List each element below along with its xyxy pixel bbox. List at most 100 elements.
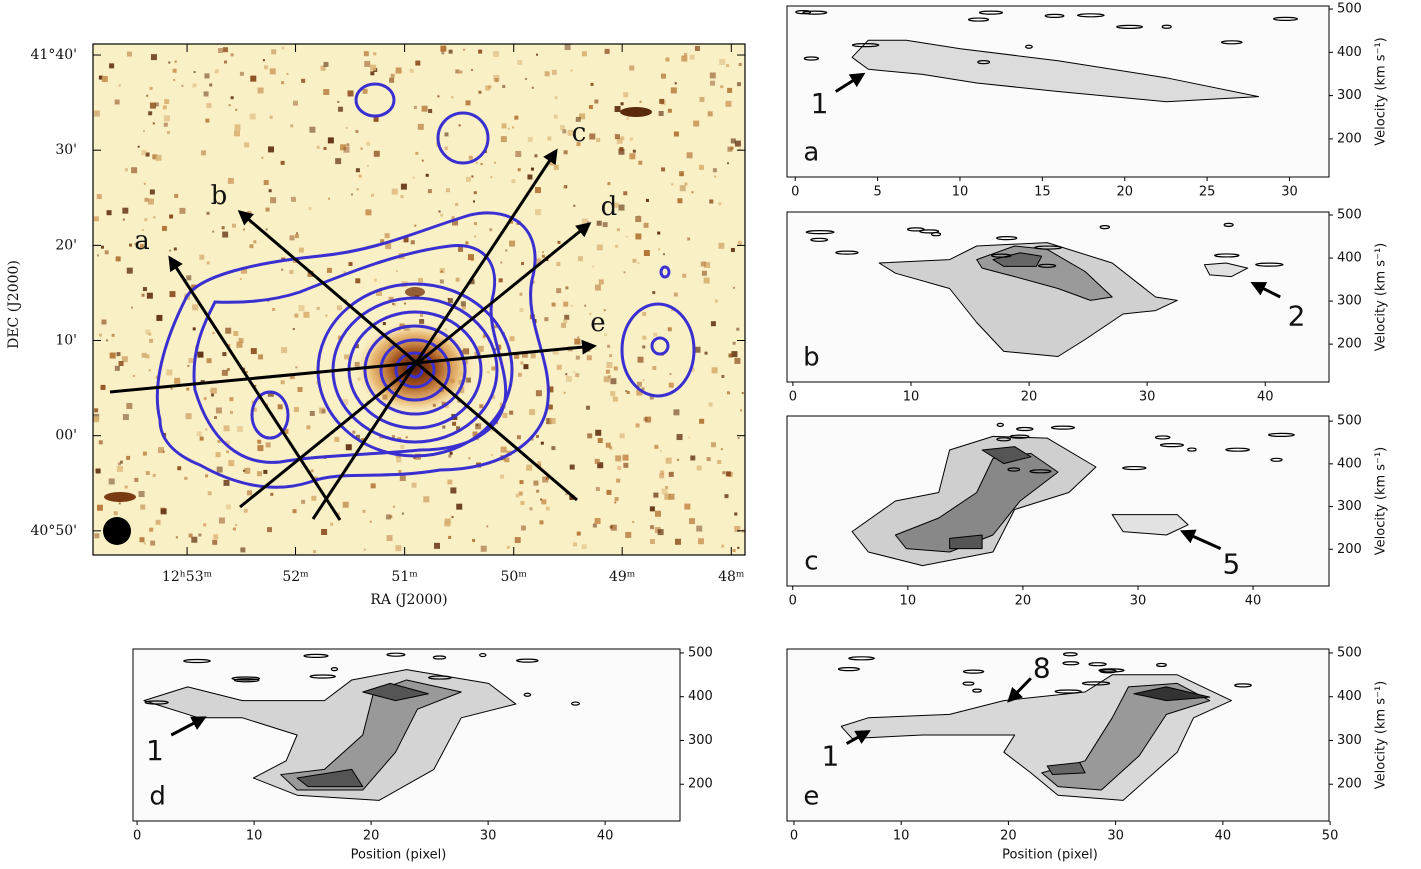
noise-pixel [734,525,741,532]
noise-pixel [268,189,272,193]
y-tick-label: 30' [55,142,77,158]
x-tick-label: 30 [1139,390,1156,405]
x-tick-label: 12ʰ53ᵐ [162,569,213,585]
noise-pixel [303,311,310,318]
noise-pixel [448,535,452,539]
noise-pixel [269,68,276,75]
x-axis-label: Position (pixel) [1002,848,1098,863]
noise-pixel [598,279,604,285]
noise-pixel [354,344,359,349]
x-tick-label: 30 [1281,185,1298,200]
noise-pixel [113,511,118,516]
noise-pixel [268,146,275,153]
noise-pixel [421,159,424,162]
x-tick-label: 49ᵐ [609,569,636,585]
noise-pixel [370,64,377,71]
noise-pixel [452,219,459,226]
noise-pixel [280,380,285,385]
noise-contour [802,10,828,15]
noise-pixel [344,354,350,360]
noise-pixel [635,233,642,240]
y-tick-label: 200 [1337,131,1362,146]
noise-pixel [696,465,702,471]
noise-pixel [355,168,360,173]
noise-pixel [721,544,725,548]
noise-pixel [239,71,244,76]
panel-label: d [149,781,166,811]
emission-contour [981,446,1032,465]
noise-pixel [355,278,361,284]
noise-contour [1122,465,1147,471]
y-tick-label: 20' [55,237,77,253]
noise-pixel [616,137,623,144]
noise-pixel [603,376,610,383]
noise-pixel [604,333,608,337]
noise-pixel [480,163,483,166]
noise-contour [183,658,211,664]
emission-contour [1046,762,1086,776]
noise-pixel [615,455,622,462]
noise-pixel [242,228,245,231]
y-tick-label: 00' [55,428,77,444]
noise-pixel [209,389,213,393]
noise-pixel [166,131,170,135]
noise-pixel [737,546,740,549]
noise-pixel [247,211,252,216]
noise-pixel [699,418,705,424]
noise-pixel [116,465,123,472]
contour [436,111,490,165]
noise-pixel [730,247,735,252]
noise-pixel [272,307,276,311]
noise-pixel [514,353,520,359]
noise-pixel [465,241,469,245]
noise-pixel [395,67,402,74]
emission-contour [280,679,462,791]
noise-contour [386,652,406,657]
emission-contour [296,768,364,788]
noise-contour [1037,263,1057,268]
noise-pixel [289,374,295,380]
y-tick-label: 500 [1337,414,1362,429]
x-tick-label: 10 [900,594,917,609]
noise-pixel [166,369,173,376]
noise-pixel [336,305,342,311]
noise-pixel [721,374,725,378]
noise-pixel [177,466,182,471]
noise-pixel [172,68,177,73]
noise-pixel [579,113,586,120]
noise-pixel [218,517,225,524]
noise-pixel [545,477,549,481]
noise-pixel [700,261,706,267]
y-tick-label: 500 [1337,645,1362,660]
noise-pixel [468,457,471,460]
noise-pixel [292,509,297,514]
noise-contour [516,658,539,663]
noise-pixel [515,151,522,158]
noise-pixel [472,538,476,542]
noise-pixel [520,525,526,531]
noise-pixel [373,52,377,56]
noise-pixel [623,271,626,274]
noise-pixel [437,95,440,98]
noise-pixel [373,278,377,282]
noise-pixel [209,83,213,87]
noise-contour [1044,13,1065,18]
noise-pixel [691,191,694,194]
feature-arrow [1250,282,1281,299]
noise-pixel [345,126,348,129]
noise-pixel [450,487,457,494]
noise-pixel [534,187,541,194]
noise-pixel [564,314,570,320]
noise-pixel [213,534,219,540]
noise-pixel [456,503,463,510]
noise-pixel [360,147,363,150]
feature-arrow [845,730,871,745]
noise-pixel [148,369,151,372]
noise-pixel [152,122,155,125]
noise-pixel [514,115,519,120]
noise-pixel [147,198,154,205]
noise-pixel [175,536,178,539]
noise-pixel [373,150,380,157]
noise-pixel [186,275,192,281]
noise-pixel [206,261,210,265]
